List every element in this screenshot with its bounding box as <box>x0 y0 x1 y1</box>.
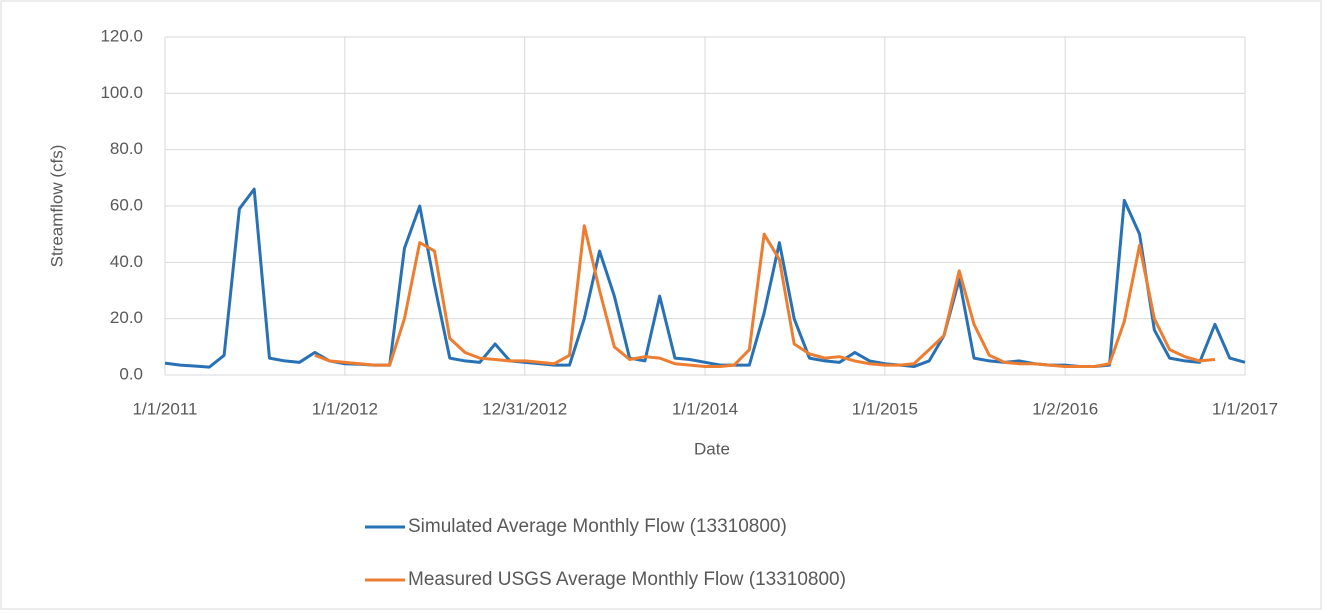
y-tick-label: 100.0 <box>100 83 143 102</box>
series-line <box>314 224 1216 369</box>
x-tick-label: 1/1/2014 <box>672 399 738 418</box>
x-tick-label: 1/1/2017 <box>1212 399 1278 418</box>
x-tick-label: 1/2/2016 <box>1032 399 1098 418</box>
y-tick-label: 20.0 <box>110 308 143 327</box>
y-tick-label: 0.0 <box>119 364 143 383</box>
y-tick-label: 80.0 <box>110 139 143 158</box>
legend-label: Simulated Average Monthly Flow (13310800… <box>408 516 787 537</box>
legend-label: Measured USGS Average Monthly Flow (1331… <box>408 569 846 590</box>
y-tick-label: 60.0 <box>110 195 143 214</box>
y-tick-label: 40.0 <box>110 252 143 271</box>
x-tick-label: 1/1/2012 <box>312 399 378 418</box>
x-tick-label: 1/1/2015 <box>852 399 918 418</box>
x-tick-label: 1/1/2011 <box>133 399 198 418</box>
y-axis-title: Streamflow (cfs) <box>47 145 66 268</box>
x-tick-label: 12/31/2012 <box>482 399 567 418</box>
y-tick-label: 120.0 <box>100 26 143 45</box>
x-axis-title: Date <box>694 439 730 458</box>
